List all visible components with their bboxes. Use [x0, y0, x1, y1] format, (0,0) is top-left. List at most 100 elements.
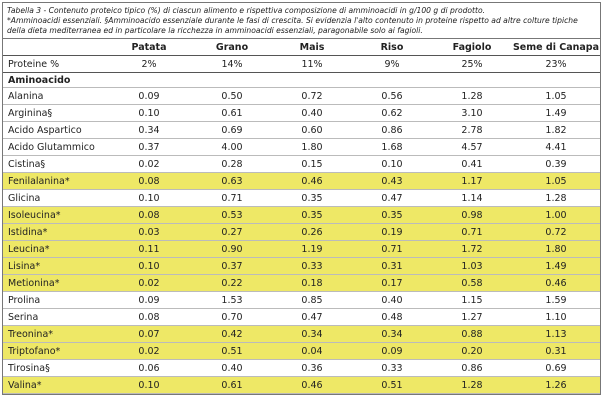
cell: 0.40 [352, 291, 432, 309]
cell: 1.28 [432, 87, 512, 105]
cell: 0.10 [106, 189, 192, 207]
cell: 0.40 [192, 359, 272, 377]
section-row: Aminoacido [3, 72, 600, 88]
cell: 0.98 [432, 206, 512, 224]
cell: 4.00 [192, 138, 272, 156]
cell: 0.31 [352, 257, 432, 275]
row-label: Serina [3, 308, 106, 326]
data-row: Tirosina§ 0.06 0.40 0.36 0.33 0.86 0.69 [3, 359, 600, 377]
cell: 0.58 [432, 274, 512, 292]
cell: 0.56 [352, 87, 432, 105]
cell: 0.07 [106, 325, 192, 343]
cell: 1.00 [512, 206, 600, 224]
cell: 4.41 [512, 138, 600, 156]
header-cell: Mais [272, 39, 352, 56]
data-row: Arginina§ 0.10 0.61 0.40 0.62 3.10 1.49 [3, 104, 600, 122]
cell: 0.09 [352, 342, 432, 360]
row-label: Prolina [3, 291, 106, 309]
cell: 0.69 [192, 121, 272, 139]
cell: 0.09 [106, 291, 192, 309]
cell: 0.35 [272, 206, 352, 224]
row-label: Istidina* [3, 223, 106, 241]
cell: 0.69 [512, 359, 600, 377]
cell: 1.68 [352, 138, 432, 156]
cell: 1.05 [512, 87, 600, 105]
cell: 0.11 [106, 240, 192, 258]
cell: 0.46 [272, 172, 352, 190]
data-row: Triptofano* 0.02 0.51 0.04 0.09 0.20 0.31 [3, 342, 600, 360]
protein-row: Proteine % 2% 14% 11% 9% 25% 23% [3, 55, 600, 73]
row-label: Triptofano* [3, 342, 106, 360]
cell: 1.17 [432, 172, 512, 190]
cell: 9% [352, 55, 432, 73]
cell: 0.37 [192, 257, 272, 275]
cell: 0.90 [192, 240, 272, 258]
data-row: Prolina 0.09 1.53 0.85 0.40 1.15 1.59 [3, 291, 600, 309]
row-label: Metionina* [3, 274, 106, 292]
cell: 0.18 [272, 274, 352, 292]
cell: 0.61 [192, 376, 272, 394]
cell: 0.41 [432, 155, 512, 173]
cell: 0.43 [352, 172, 432, 190]
cell: 11% [272, 55, 352, 73]
cell: 1.26 [512, 376, 600, 394]
header-cell: Grano [192, 39, 272, 56]
table-frame: Tabella 3 - Contenuto proteico tipico (%… [2, 2, 601, 395]
row-label: Treonina* [3, 325, 106, 343]
data-row: Acido Glutammico 0.37 4.00 1.80 1.68 4.57 4.41 [3, 138, 600, 156]
cell: 0.51 [192, 342, 272, 360]
section-label: Aminoacido [3, 72, 600, 88]
row-label: Arginina§ [3, 104, 106, 122]
caption: Tabella 3 - Contenuto proteico tipico (%… [3, 3, 600, 39]
row-label: Acido Glutammico [3, 138, 106, 156]
header-cell [3, 39, 106, 56]
row-label: Valina* [3, 376, 106, 394]
cell: 1.03 [432, 257, 512, 275]
cell: 0.02 [106, 342, 192, 360]
table-body: Patata Grano Mais Riso Fagiolo Seme di Canapa… [3, 39, 600, 394]
row-label: Glicina [3, 189, 106, 207]
cell: 0.53 [192, 206, 272, 224]
cell: 2.78 [432, 121, 512, 139]
cell: 14% [192, 55, 272, 73]
cell: 0.33 [272, 257, 352, 275]
data-row: Fenilalanina* 0.08 0.63 0.46 0.43 1.17 1.05 [3, 172, 600, 190]
cell: 0.10 [106, 376, 192, 394]
data-row: Leucina* 0.11 0.90 1.19 0.71 1.72 1.80 [3, 240, 600, 258]
cell: 1.28 [432, 376, 512, 394]
data-row: Serina 0.08 0.70 0.47 0.48 1.27 1.10 [3, 308, 600, 326]
cell: 1.13 [512, 325, 600, 343]
cell: 0.42 [192, 325, 272, 343]
data-row: Glicina 0.10 0.71 0.35 0.47 1.14 1.28 [3, 189, 600, 207]
cell: 0.40 [272, 104, 352, 122]
cell: 0.88 [432, 325, 512, 343]
cell: 0.15 [272, 155, 352, 173]
cell: 0.10 [352, 155, 432, 173]
cell: 0.35 [272, 189, 352, 207]
cell: 0.34 [352, 325, 432, 343]
cell: 0.35 [352, 206, 432, 224]
cell: 0.60 [272, 121, 352, 139]
data-row: Istidina* 0.03 0.27 0.26 0.19 0.71 0.72 [3, 223, 600, 241]
cell: 0.47 [272, 308, 352, 326]
cell: 1.19 [272, 240, 352, 258]
cell: 0.34 [106, 121, 192, 139]
cell: 0.22 [192, 274, 272, 292]
row-label: Alanina [3, 87, 106, 105]
cell: 0.86 [352, 121, 432, 139]
cell: 0.31 [512, 342, 600, 360]
cell: 0.33 [352, 359, 432, 377]
cell: 1.27 [432, 308, 512, 326]
cell: 1.82 [512, 121, 600, 139]
cell: 0.17 [352, 274, 432, 292]
cell: 0.03 [106, 223, 192, 241]
cell: 1.28 [512, 189, 600, 207]
cell: 0.86 [432, 359, 512, 377]
cell: 1.15 [432, 291, 512, 309]
header-row: Patata Grano Mais Riso Fagiolo Seme di Canapa [3, 39, 600, 56]
cell: 0.50 [192, 87, 272, 105]
data-row: Lisina* 0.10 0.37 0.33 0.31 1.03 1.49 [3, 257, 600, 275]
cell: 1.80 [272, 138, 352, 156]
cell: 3.10 [432, 104, 512, 122]
cell: 0.72 [272, 87, 352, 105]
